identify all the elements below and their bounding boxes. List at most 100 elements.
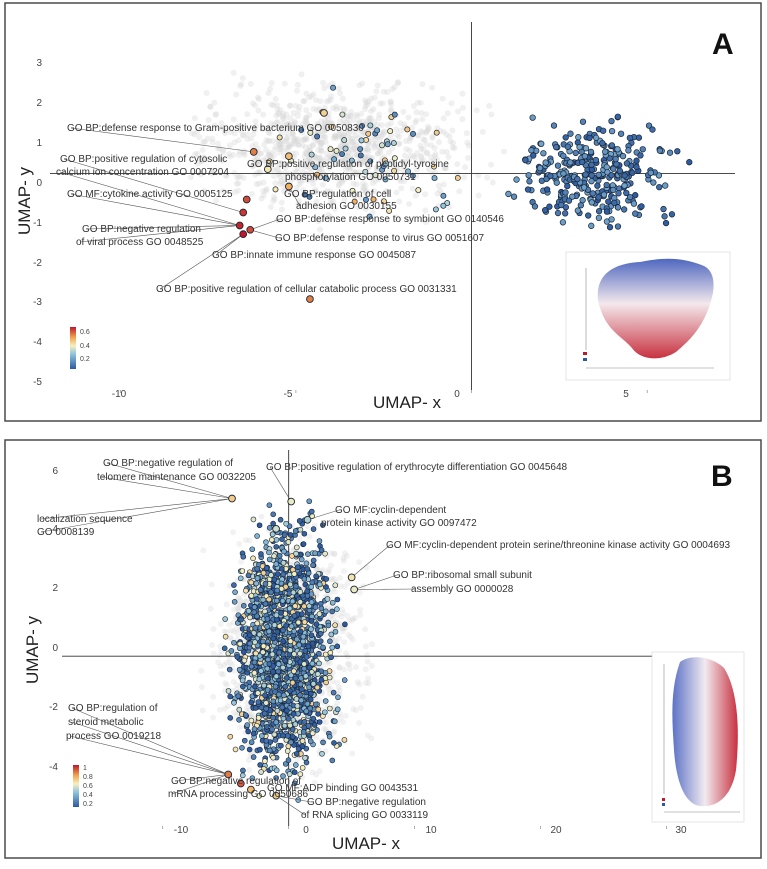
background-point <box>349 751 355 757</box>
data-point <box>263 693 268 698</box>
data-point <box>317 612 322 617</box>
data-point <box>255 534 260 539</box>
background-point <box>218 671 224 677</box>
data-point <box>303 755 308 760</box>
data-point <box>251 517 256 522</box>
data-point <box>609 217 615 223</box>
data-point <box>228 715 233 720</box>
data-point <box>272 604 277 609</box>
data-point <box>560 219 566 225</box>
background-point <box>244 705 250 711</box>
data-point <box>264 738 269 743</box>
data-point <box>231 640 236 645</box>
data-point <box>285 733 290 738</box>
highlight-point <box>351 586 358 593</box>
data-point <box>669 211 675 217</box>
data-point <box>589 162 595 168</box>
background-point <box>363 666 369 672</box>
data-point <box>228 734 233 739</box>
data-point <box>593 135 599 141</box>
background-point <box>335 680 341 686</box>
background-point <box>327 713 333 719</box>
data-point <box>583 172 589 178</box>
highlight-point <box>304 516 311 523</box>
highlight-point <box>288 498 295 505</box>
data-point <box>319 548 324 553</box>
data-point <box>632 192 638 198</box>
inset-legend-swatch <box>662 798 665 801</box>
background-point <box>422 207 428 213</box>
y-axis-label: UMAP- y <box>15 167 34 236</box>
data-point <box>276 669 281 674</box>
data-point <box>317 582 322 587</box>
background-point <box>436 139 442 145</box>
data-point <box>332 719 337 724</box>
data-point <box>296 620 301 625</box>
data-point <box>334 148 339 153</box>
background-point <box>388 98 394 104</box>
background-point <box>248 136 254 142</box>
data-point <box>281 549 286 554</box>
background-point <box>246 757 252 763</box>
data-point <box>294 751 299 756</box>
data-point <box>589 173 595 179</box>
background-point <box>476 192 482 198</box>
background-point <box>282 116 288 122</box>
data-point <box>305 552 310 557</box>
data-point <box>238 576 243 581</box>
data-point <box>335 644 340 649</box>
data-point <box>301 639 306 644</box>
data-point <box>615 224 621 230</box>
background-point <box>238 81 244 87</box>
data-point <box>335 695 340 700</box>
annotation-label: GO BP:regulation of cell <box>284 189 391 200</box>
background-point <box>313 97 319 103</box>
background-point <box>359 81 365 87</box>
data-point <box>260 650 265 655</box>
data-point <box>233 747 238 752</box>
background-point <box>192 115 198 121</box>
y-tick: -2 <box>33 258 42 269</box>
background-point <box>396 134 402 140</box>
background-point <box>261 142 267 148</box>
data-point <box>293 604 298 609</box>
background-point <box>455 108 461 114</box>
highlight-point <box>236 222 243 229</box>
data-point <box>246 729 251 734</box>
background-point <box>418 128 424 134</box>
data-point <box>231 700 236 705</box>
data-point <box>335 597 340 602</box>
y-tick: 2 <box>36 98 42 109</box>
data-point <box>566 198 572 204</box>
data-point <box>305 701 310 706</box>
background-point <box>357 681 363 687</box>
data-point <box>257 747 262 752</box>
background-point <box>200 547 206 553</box>
background-point <box>444 149 450 155</box>
background-point <box>265 90 271 96</box>
data-point <box>573 150 579 156</box>
background-point <box>380 100 386 106</box>
data-point <box>302 719 307 724</box>
background-point <box>368 108 374 114</box>
background-point <box>386 150 392 156</box>
data-point <box>292 571 297 576</box>
data-point <box>309 633 314 638</box>
panel-letter: A <box>712 28 734 61</box>
data-point <box>252 640 257 645</box>
data-point <box>553 144 559 150</box>
background-point <box>352 151 358 157</box>
background-point <box>400 109 406 115</box>
background-point <box>217 145 223 151</box>
data-point <box>305 566 310 571</box>
background-point <box>200 147 206 153</box>
data-point <box>271 636 276 641</box>
data-point <box>278 517 283 522</box>
background-point <box>320 80 326 86</box>
data-point <box>223 617 228 622</box>
data-point <box>308 697 313 702</box>
data-point <box>278 743 283 748</box>
data-point <box>441 193 446 198</box>
background-point <box>450 140 456 146</box>
data-point <box>267 525 272 530</box>
